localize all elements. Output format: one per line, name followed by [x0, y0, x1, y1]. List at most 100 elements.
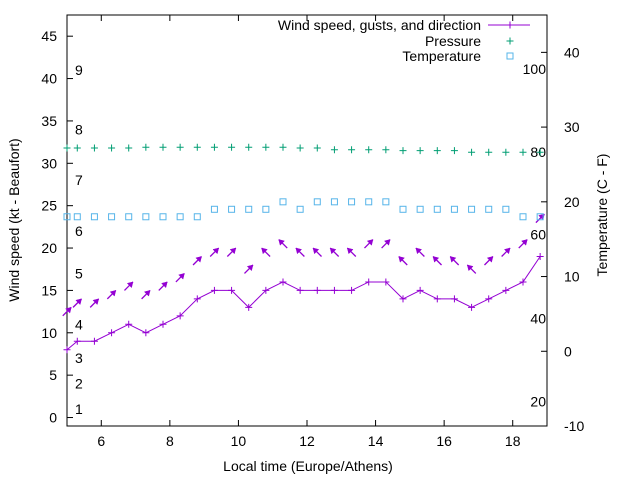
gust-arrow-head [261, 247, 268, 255]
gust-arrow-head [503, 247, 511, 255]
temperature-point [262, 205, 270, 213]
y-axis-label: Wind speed (kt - Beaufort) [6, 138, 22, 301]
pressure-point [125, 144, 133, 152]
wind-speed-point [485, 295, 493, 303]
legend-temperature-label: Temperature [402, 48, 481, 64]
pressure-point [193, 143, 201, 151]
y-tick-label: 40 [41, 71, 57, 87]
legend-pressure-marker [506, 37, 514, 45]
gust-arrow-head [278, 239, 285, 246]
gust-arrow-head [65, 307, 72, 314]
x-tick-label: 8 [166, 433, 174, 449]
pressure-point [90, 144, 98, 152]
gust-arrow-head [246, 264, 254, 272]
y2-axis-label: Temperature (C - F) [594, 154, 610, 277]
wind-speed-point [433, 295, 441, 303]
y-tick-label: 30 [41, 155, 57, 171]
temperature-point [502, 205, 510, 213]
y2-tick-label: 40 [564, 44, 580, 60]
beaufort-label: 8 [75, 121, 83, 137]
pressure-point [536, 148, 544, 156]
x-tick-label: 12 [299, 433, 315, 449]
wind-speed-point [330, 286, 338, 294]
wind-speed-point [176, 312, 184, 320]
pressure-point [365, 146, 373, 154]
temperature-point [210, 205, 218, 213]
pressure-point [176, 143, 184, 151]
wind-speed-point [125, 320, 133, 328]
gust-arrow-head [449, 256, 457, 263]
gust-arrow-head [521, 239, 528, 246]
x-tick-label: 18 [505, 433, 521, 449]
beaufort-label: 9 [75, 62, 83, 78]
temperature-point [63, 213, 71, 221]
gust-arrow-head [75, 298, 82, 306]
temperature-point [228, 205, 236, 213]
gust-arrow-head [346, 247, 354, 255]
temperature-point [245, 205, 253, 213]
pressure-point [142, 143, 150, 151]
wind-speed-point [519, 278, 527, 286]
gust-arrow-head [195, 256, 202, 263]
gust-arrow-head [161, 281, 168, 289]
wind-speed-point [502, 286, 510, 294]
fahrenheit-label: 100 [523, 61, 547, 77]
beaufort-label: 5 [75, 265, 83, 281]
wind-speed-point [296, 286, 304, 294]
y-tick-label: 25 [41, 198, 57, 214]
pressure-point [348, 146, 356, 154]
wind-speed-point [90, 337, 98, 345]
pressure-point [73, 144, 81, 152]
temperature-point [142, 213, 150, 221]
wind-speed-point [348, 286, 356, 294]
beaufort-label: 7 [75, 172, 83, 188]
wind-speed-point [416, 286, 424, 294]
pressure-point [296, 144, 304, 152]
x-axis-label: Local time (Europe/Athens) [223, 458, 393, 474]
gust-arrow-head [486, 256, 494, 263]
y2-tick-label: 0 [564, 343, 572, 359]
y2-tick-label: -10 [564, 418, 584, 434]
wind-speed-point [228, 286, 236, 294]
temperature-point [159, 213, 167, 221]
gust-arrow-head [295, 247, 303, 255]
temperature-point [519, 213, 527, 221]
pressure-point [108, 144, 116, 152]
temperature-point [296, 205, 304, 213]
pressure-point [519, 148, 527, 156]
pressure-point [63, 144, 71, 152]
wind-speed-point [399, 295, 407, 303]
temperature-point [348, 198, 356, 206]
y2-tick-label: 20 [564, 194, 580, 210]
y-tick-label: 15 [41, 282, 57, 298]
beaufort-label: 6 [75, 223, 83, 239]
temperature-point [450, 205, 458, 213]
temperature-point [468, 205, 476, 213]
x-tick-label: 10 [231, 433, 247, 449]
legend-wind-marker [506, 21, 514, 29]
gust-arrow-head [92, 298, 100, 306]
wind-speed-point [73, 337, 81, 345]
beaufort-label: 4 [75, 316, 83, 332]
wind-speed-point [450, 295, 458, 303]
temperature-point [176, 213, 184, 221]
pressure-point [279, 143, 287, 151]
pressure-point [416, 147, 424, 155]
temperature-point [193, 213, 201, 221]
temperature-point [313, 198, 321, 206]
gust-arrow-head [212, 247, 220, 255]
legend-wind-label: Wind speed, gusts, and direction [278, 17, 481, 33]
y-tick-label: 0 [49, 410, 57, 426]
beaufort-label: 3 [75, 350, 83, 366]
pressure-point [450, 147, 458, 155]
temperature-point [279, 198, 287, 206]
x-tick-label: 16 [436, 433, 452, 449]
temperature-point [382, 198, 390, 206]
temperature-point [399, 205, 407, 213]
temperature-point [365, 198, 373, 206]
legend-pressure-label: Pressure [425, 33, 481, 49]
pressure-point [245, 143, 253, 151]
y-tick-label: 35 [41, 113, 57, 129]
